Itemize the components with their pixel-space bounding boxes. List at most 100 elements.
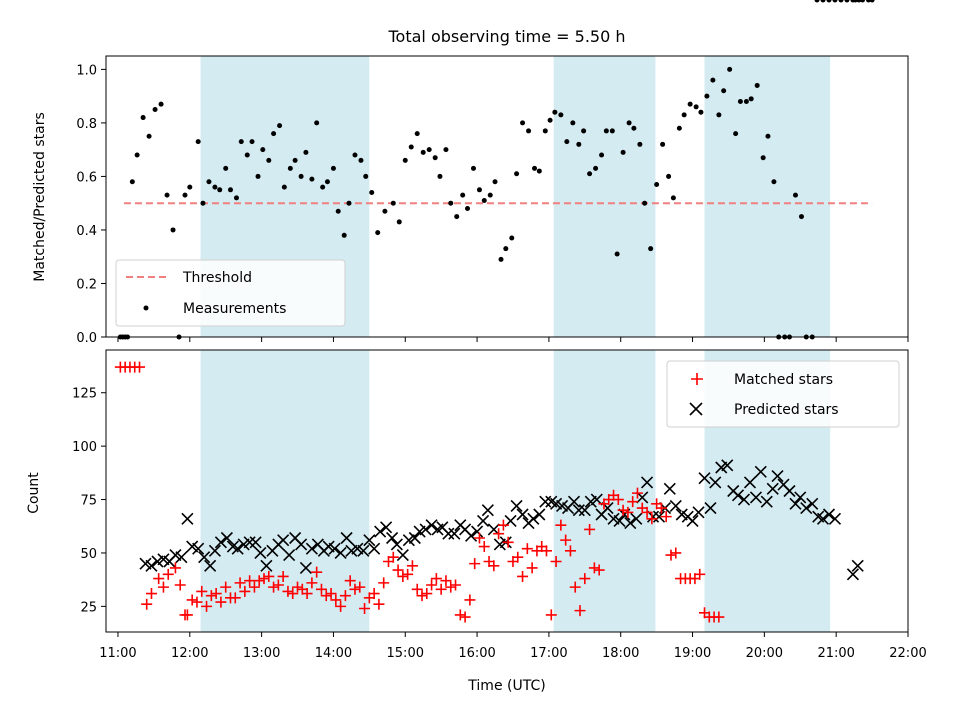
y-tick-label: 50 — [80, 547, 97, 562]
legend-measurements-label: Measurements — [183, 301, 286, 317]
predicted-star-point — [709, 476, 722, 489]
measurement-point — [704, 93, 710, 99]
matched-star-point — [153, 573, 165, 585]
measurement-point — [227, 187, 233, 193]
measurement-point — [363, 173, 369, 179]
matched-star-point — [272, 579, 284, 591]
matched-star-point — [660, 511, 672, 523]
shaded-interval — [200, 350, 370, 632]
axis-ticks: 11:00 12:00 13:00 14:00 15:00 16:00 17:00 18:00… — [72, 63, 927, 661]
predicted-star-point — [794, 491, 807, 504]
predicted-star-point — [822, 508, 836, 521]
measurement-point — [223, 165, 229, 171]
measurement-point — [271, 131, 277, 137]
predicted-star-point — [396, 549, 409, 562]
measurement-point — [814, 0, 820, 3]
matched-star-point — [162, 568, 174, 580]
measurement-point — [303, 149, 309, 155]
x-tick-label: 22:00 — [889, 646, 926, 661]
matched-star-point — [373, 598, 385, 610]
measurement-point — [642, 200, 648, 206]
matched-star-point — [205, 590, 217, 602]
measurement-point — [152, 107, 158, 113]
measurement-point — [603, 128, 609, 134]
matched-star-point — [239, 585, 251, 597]
matched-star-point — [526, 562, 538, 574]
predicted-star-point — [328, 542, 341, 555]
data-layer — [115, 0, 875, 623]
matched-star-point — [574, 605, 586, 617]
y-tick-label: 0.4 — [76, 224, 97, 239]
measurement-point — [330, 165, 336, 171]
matched-star-point — [277, 570, 289, 582]
predicted-star-point — [851, 559, 864, 572]
x-tick-label: 12:00 — [171, 646, 208, 661]
predicted-star-point — [533, 508, 546, 521]
measurement-point — [314, 120, 320, 126]
predicted-star-point — [828, 512, 842, 525]
measurement-point — [402, 157, 408, 163]
measurement-point — [390, 200, 396, 206]
matched-star-point — [306, 577, 318, 589]
measurement-point — [492, 179, 498, 185]
predicted-star-point — [243, 536, 256, 549]
measurement-point — [426, 147, 432, 153]
matched-star-point — [440, 575, 452, 587]
predicted-star-point — [846, 568, 860, 581]
measurement-point — [320, 184, 326, 190]
measurement-point — [281, 184, 287, 190]
predicted-star-point — [640, 476, 654, 489]
predicted-star-point — [771, 469, 784, 483]
measurement-point — [743, 98, 749, 104]
legend-top: Threshold Measurements — [115, 259, 346, 327]
measurement-point — [832, 0, 838, 3]
y-tick-label: 25 — [80, 600, 97, 615]
matched-star-point — [497, 519, 509, 531]
matched-star-point — [612, 494, 624, 506]
predicted-star-point — [816, 512, 830, 525]
measurement-point — [771, 179, 777, 185]
measurement-point — [670, 195, 676, 201]
shaded-interval — [704, 56, 831, 337]
matched-star-point — [421, 588, 433, 600]
measurement-point — [820, 0, 826, 3]
predicted-star-point — [192, 542, 205, 555]
measurement-point — [765, 133, 771, 139]
y-tick-label: 0.6 — [76, 170, 97, 185]
matched-star-point — [445, 581, 457, 593]
matched-star-point — [315, 583, 327, 595]
legend-top-box — [115, 259, 346, 327]
predicted-star-point — [692, 506, 705, 519]
predicted-star-point — [743, 476, 757, 489]
predicted-star-point — [408, 531, 421, 545]
measurement-point — [481, 198, 487, 204]
legend-matched-label: Matched stars — [734, 372, 833, 388]
matched-star-point — [402, 568, 414, 580]
matched-star-point — [174, 579, 186, 591]
measurement-point — [298, 173, 304, 179]
matched-star-point — [134, 361, 146, 373]
matched-star-point — [201, 600, 213, 612]
predicted-star-point — [578, 504, 591, 517]
measurement-point — [844, 0, 850, 3]
x-tick-label: 20:00 — [746, 646, 783, 661]
predicted-star-point — [380, 521, 393, 534]
measurement-point — [748, 96, 754, 102]
predicted-star-point — [204, 559, 217, 572]
measurement-point — [648, 246, 654, 252]
measurement-point — [576, 141, 582, 147]
matched-star-point — [478, 541, 490, 553]
matched-star-point — [550, 556, 562, 567]
measurement-point — [414, 131, 420, 137]
y-tick-label: 100 — [72, 440, 97, 455]
predicted-star-point — [800, 502, 813, 515]
matched-star-point — [392, 564, 404, 576]
matched-star-point — [488, 560, 500, 572]
predicted-star-point — [357, 544, 370, 557]
shaded-interval — [553, 56, 656, 337]
measurement-point — [631, 125, 637, 131]
measurement-point — [581, 128, 587, 134]
predicted-star-point — [806, 497, 819, 510]
predicted-star-point — [442, 527, 455, 540]
measurement-point — [614, 251, 620, 257]
